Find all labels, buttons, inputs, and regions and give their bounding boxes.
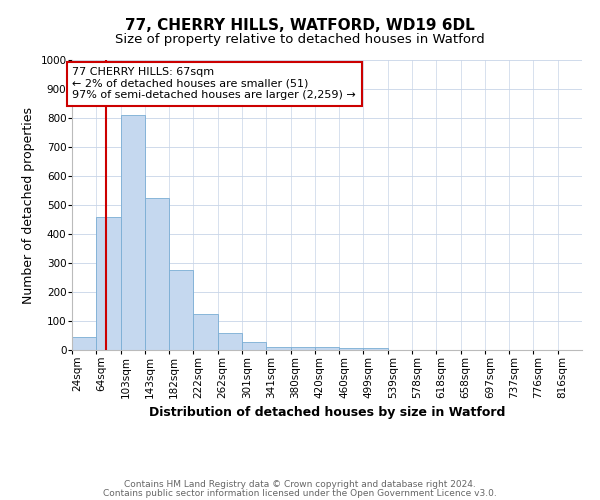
Text: Contains HM Land Registry data © Crown copyright and database right 2024.: Contains HM Land Registry data © Crown c… — [124, 480, 476, 489]
Bar — [96, 216, 121, 350]
Bar — [290, 346, 315, 350]
Bar — [218, 334, 242, 350]
Text: Size of property relative to detached houses in Watford: Size of property relative to detached ho… — [115, 32, 485, 46]
Bar — [364, 348, 388, 350]
Bar — [193, 314, 218, 350]
X-axis label: Distribution of detached houses by size in Watford: Distribution of detached houses by size … — [149, 406, 505, 419]
Bar — [145, 198, 169, 350]
Bar — [266, 346, 290, 350]
Bar — [72, 336, 96, 350]
Bar — [339, 348, 364, 350]
Bar — [242, 342, 266, 350]
Bar — [315, 346, 339, 350]
Y-axis label: Number of detached properties: Number of detached properties — [22, 106, 35, 304]
Bar — [169, 270, 193, 350]
Bar — [121, 115, 145, 350]
Text: 77, CHERRY HILLS, WATFORD, WD19 6DL: 77, CHERRY HILLS, WATFORD, WD19 6DL — [125, 18, 475, 32]
Text: Contains public sector information licensed under the Open Government Licence v3: Contains public sector information licen… — [103, 488, 497, 498]
Text: 77 CHERRY HILLS: 67sqm
← 2% of detached houses are smaller (51)
97% of semi-deta: 77 CHERRY HILLS: 67sqm ← 2% of detached … — [73, 67, 356, 100]
